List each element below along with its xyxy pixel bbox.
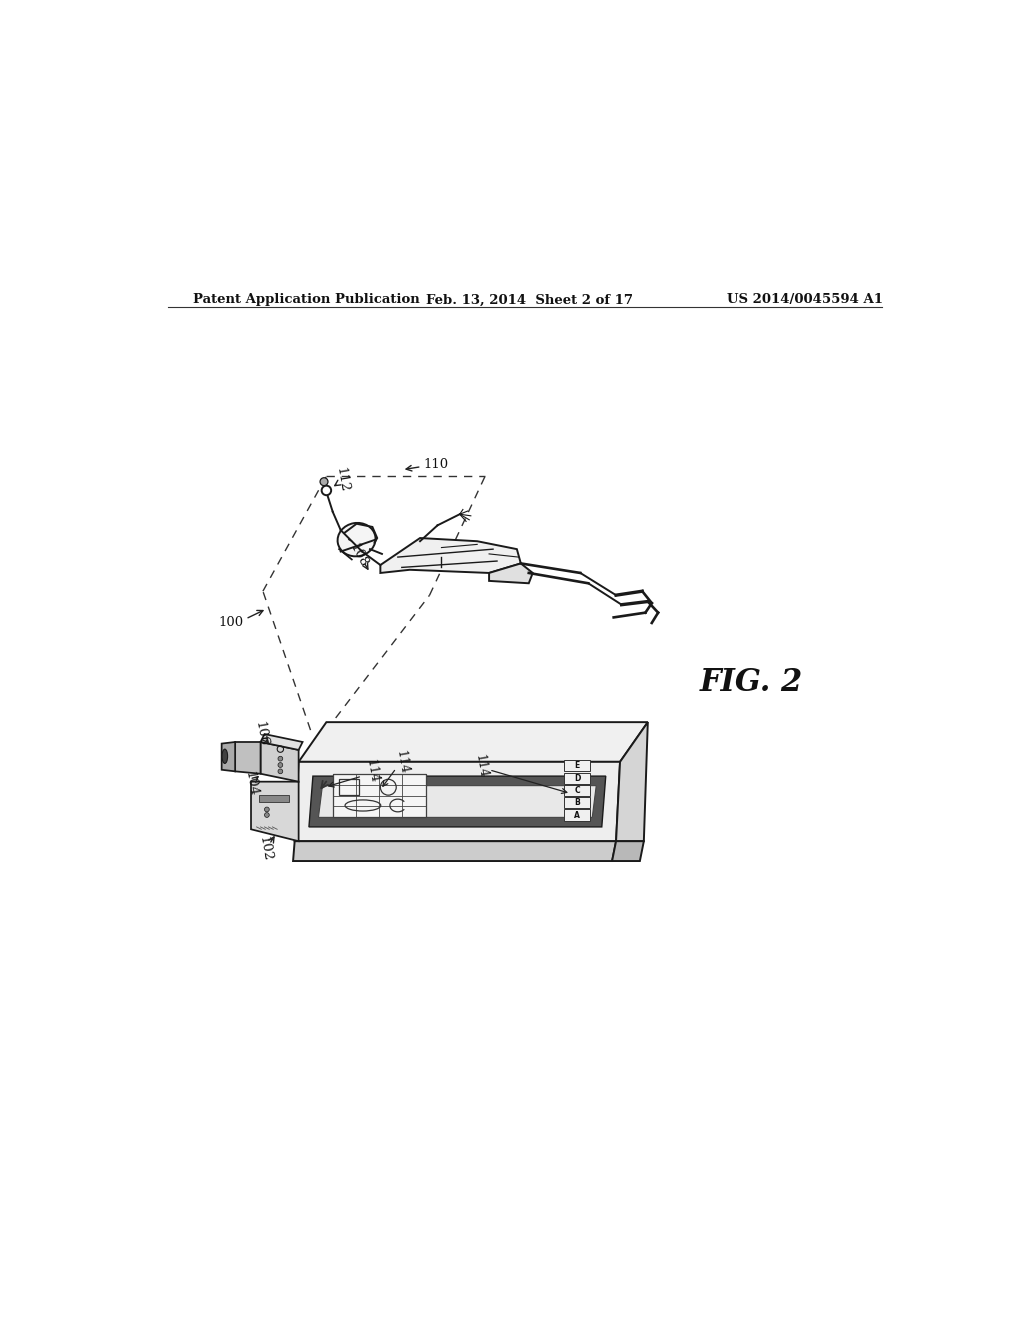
Circle shape (322, 486, 331, 495)
FancyBboxPatch shape (564, 760, 590, 771)
Bar (259, 795, 289, 801)
Text: 102: 102 (257, 836, 273, 863)
Polygon shape (221, 742, 236, 771)
Text: 114: 114 (393, 748, 411, 775)
FancyBboxPatch shape (564, 785, 590, 796)
Polygon shape (489, 564, 532, 583)
Text: Patent Application Publication: Patent Application Publication (194, 293, 420, 306)
Polygon shape (236, 742, 260, 774)
Polygon shape (260, 742, 299, 781)
Polygon shape (309, 776, 606, 826)
Text: 112: 112 (334, 466, 351, 494)
Text: C: C (574, 785, 580, 795)
Text: 104: 104 (243, 771, 260, 797)
Bar (339, 779, 359, 795)
Polygon shape (380, 539, 521, 573)
FancyBboxPatch shape (564, 797, 590, 808)
Text: 114: 114 (473, 752, 489, 779)
Circle shape (278, 770, 283, 774)
Polygon shape (295, 762, 620, 841)
Polygon shape (333, 774, 426, 817)
Text: 114: 114 (364, 759, 381, 784)
Text: 108: 108 (346, 541, 370, 570)
Text: US 2014/0045594 A1: US 2014/0045594 A1 (727, 293, 883, 306)
Text: E: E (574, 762, 580, 771)
Text: A: A (574, 810, 581, 820)
Circle shape (278, 763, 283, 767)
Polygon shape (616, 722, 648, 841)
Polygon shape (299, 722, 648, 762)
Text: D: D (574, 774, 581, 783)
Circle shape (321, 478, 328, 486)
Circle shape (264, 807, 269, 812)
Polygon shape (318, 785, 596, 817)
Text: Feb. 13, 2014  Sheet 2 of 17: Feb. 13, 2014 Sheet 2 of 17 (426, 293, 633, 306)
Text: 110: 110 (423, 458, 449, 471)
Text: FIG. 2: FIG. 2 (699, 667, 803, 698)
FancyBboxPatch shape (564, 772, 590, 784)
Ellipse shape (338, 523, 376, 556)
Text: 106: 106 (253, 721, 270, 747)
Polygon shape (251, 781, 299, 841)
Polygon shape (293, 841, 616, 861)
Circle shape (278, 756, 283, 762)
Text: B: B (574, 799, 580, 808)
Text: 100: 100 (218, 616, 244, 630)
Circle shape (264, 813, 269, 817)
Polygon shape (260, 734, 303, 750)
Ellipse shape (222, 750, 227, 763)
FancyBboxPatch shape (564, 809, 590, 821)
Polygon shape (612, 841, 644, 861)
